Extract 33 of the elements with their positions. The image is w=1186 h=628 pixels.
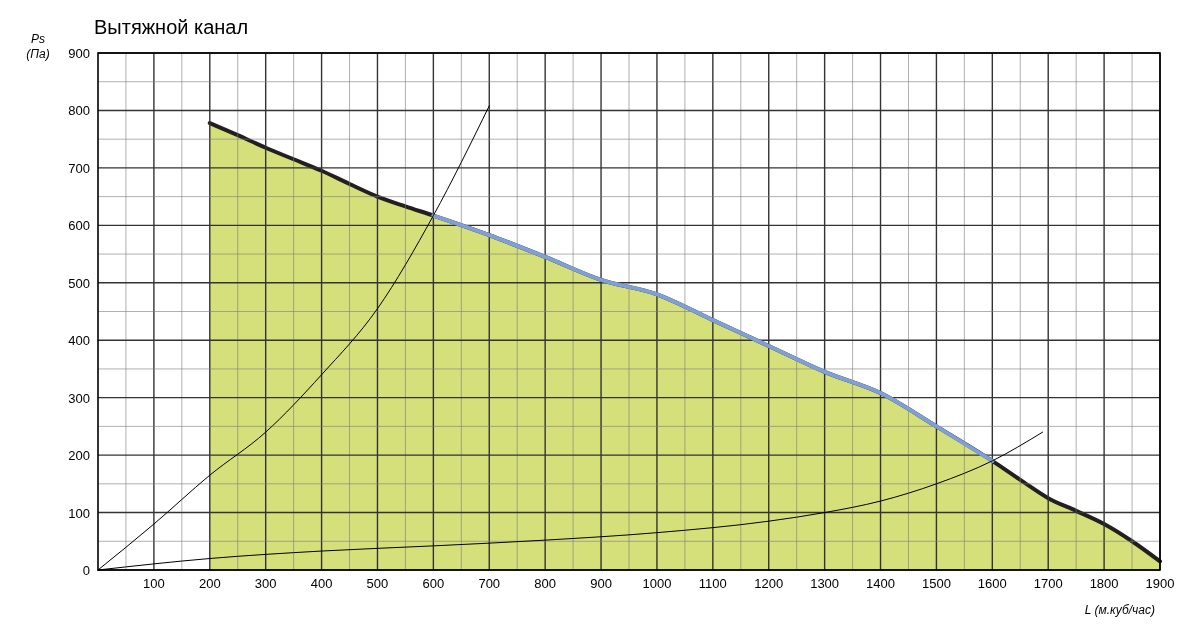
y-tick-label: 0 <box>82 563 90 578</box>
x-tick-label: 400 <box>310 576 333 591</box>
x-tick-label: 200 <box>198 576 221 591</box>
y-tick-label: 600 <box>68 218 90 234</box>
y-tick-label: 500 <box>68 275 90 291</box>
x-tick-label: 1200 <box>754 576 784 591</box>
x-tick-label: 300 <box>254 576 277 591</box>
y-tick-label: 100 <box>68 505 90 521</box>
x-tick-label: 1700 <box>1033 576 1063 591</box>
x-tick-label: 1600 <box>977 576 1007 591</box>
x-tick-label: 1900 <box>1145 576 1175 591</box>
x-tick-label: 1800 <box>1089 576 1119 591</box>
x-tick-label: 1400 <box>866 576 895 591</box>
y-tick-label: 200 <box>68 448 90 464</box>
x-tick-label: 700 <box>478 576 501 591</box>
x-tick-label: 1100 <box>698 576 727 591</box>
chart-title: Вытяжной канал <box>94 16 249 38</box>
y-tick-label: 400 <box>68 333 90 349</box>
x-axis-title: L (м.куб/час) <box>1084 603 1155 617</box>
y-tick-label: 800 <box>68 103 90 119</box>
x-tick-label: 1500 <box>921 576 951 591</box>
x-tick-label: 800 <box>534 576 557 591</box>
x-tick-label: 600 <box>422 576 445 591</box>
y-tick-label: 900 <box>68 46 90 61</box>
x-tick-label: 1300 <box>810 576 840 591</box>
x-tick-label: 100 <box>143 576 165 591</box>
x-tick-label: 1000 <box>642 576 672 591</box>
y-tick-label: 700 <box>68 160 90 176</box>
x-tick-label: 500 <box>366 576 389 591</box>
y-axis-title: Ps (Па) <box>26 32 50 61</box>
y-tick-label: 300 <box>68 390 90 406</box>
x-tick-label: 900 <box>590 576 612 591</box>
line-series <box>431 213 995 463</box>
